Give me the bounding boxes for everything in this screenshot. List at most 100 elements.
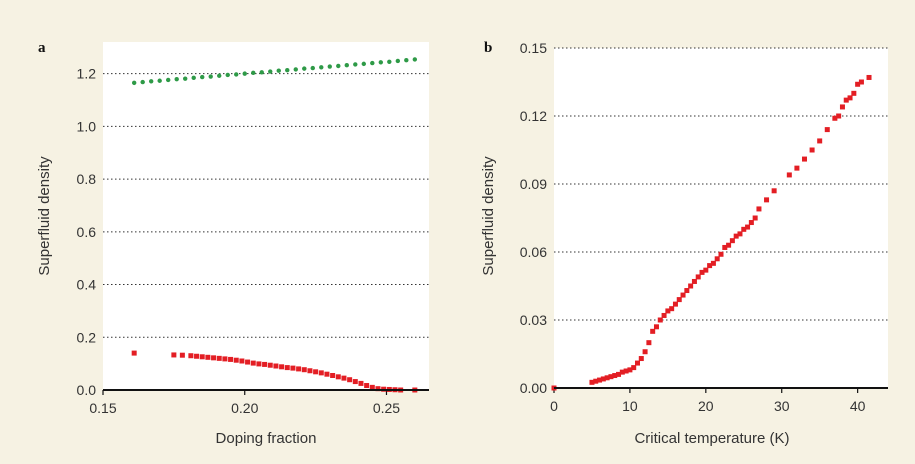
panel-b-series-0-point [638, 356, 644, 362]
panel-a-series-1-point [341, 375, 347, 381]
panel-a-series-0-point [225, 72, 230, 78]
panel-b-series-0-point [688, 283, 694, 289]
panel-a-series-1-point [205, 354, 211, 360]
panel-a-series-0-point [148, 79, 154, 84]
panel-a-series-0-point [285, 68, 290, 73]
panel-a-series-1-point [171, 352, 177, 358]
panel-b-series-0-point [699, 269, 705, 275]
panel-b-series-0-point [843, 97, 849, 103]
panel-b-x-tick-label: 40 [850, 398, 866, 414]
panel-b-ticks: 0.00 0.03 0.06 0.09 0.12 0.15 0 10 20 30 40 [520, 40, 866, 414]
panel-a-series-0-point [395, 58, 401, 64]
panel-a-series-1-point [301, 367, 307, 373]
panel-a-series-1-point [290, 365, 296, 371]
panel-b-series-0-point [650, 328, 656, 334]
panel-a-x-tick-label: 0.15 [89, 400, 116, 416]
panel-a-series-1-point [199, 354, 205, 360]
panel-a-series-1-point [131, 350, 137, 356]
panel-a-series-1-point [222, 356, 228, 362]
panel-b-series-0-point [809, 147, 815, 153]
panel-b-y-tick-label: 0.15 [520, 40, 547, 56]
panel-a-series-0-point [344, 62, 349, 68]
panel-a-series-0-point [217, 73, 222, 78]
panel-b-series-0-point [631, 365, 637, 371]
panel-b-series-0-point [669, 306, 675, 312]
panel-b-x-axis-title: Critical temperature (K) [634, 430, 789, 447]
panel-a-series-1-point [330, 373, 336, 378]
panel-b-series-0-point [726, 242, 732, 248]
panel-a-series-1-point [216, 355, 222, 361]
panel-b-series-0-point [646, 340, 652, 346]
panel-a-series-1-point [369, 384, 375, 390]
panel-b-series-0-point [718, 251, 724, 257]
panel-a-series-0-point [276, 68, 281, 73]
panel-a-series-0-point [140, 79, 145, 85]
panel-b-series-0-point [616, 371, 622, 377]
panel-a-series-0-point [268, 69, 273, 74]
panel-a-series-1-point [335, 374, 341, 380]
panel-a-series-0-point [157, 78, 162, 83]
panel-b-series-0-point [748, 220, 754, 226]
panel-a-series-0-point [387, 59, 392, 64]
panel-a-series-0-point [131, 80, 137, 86]
panel-b-series-0-point [623, 368, 629, 374]
panel-b-series-0-point [741, 226, 747, 232]
panel-a-series-1-point [352, 379, 358, 385]
panel-a-series-0-point [370, 60, 375, 66]
panel-a-series-0-point [208, 74, 213, 79]
panel-b-y-tick-label: 0.06 [520, 244, 547, 260]
panel-a-series-1-point [267, 362, 273, 368]
panel-b-series-0-point [600, 376, 606, 382]
panel-a-series-1-point [296, 366, 302, 372]
panel-a-series-1-point [188, 353, 194, 359]
panel-a-series-0-point [319, 65, 324, 70]
panel-a-series-1-point [179, 352, 185, 358]
panel-b-series-0-point [733, 233, 739, 239]
panel-b-x-tick-label: 30 [774, 398, 790, 414]
panel-b-y-axis-title: Superfluid density [480, 156, 497, 276]
panel-b-series-0-point [745, 224, 751, 230]
panel-b-series-0-point [714, 256, 720, 262]
panel-a-y-tick-label: 0.2 [77, 329, 97, 345]
panel-b-series-0-point [824, 127, 830, 133]
panel-b-series-0-point [794, 165, 800, 171]
panel-a-series-0-point [259, 70, 264, 75]
panel-b-series-0-point [707, 263, 713, 269]
panel-a-y-tick-label: 0.4 [77, 277, 97, 293]
panel-a-series-0-point [166, 77, 171, 83]
panel-a-series-0-point [404, 57, 409, 63]
panel-b-series-0-point [589, 379, 595, 385]
panel-a-series-0-point [361, 61, 366, 67]
panel-a-ticks: 0.0 0.2 0.4 0.6 0.8 1.0 1.2 0.15 0.20 0.25 [77, 66, 401, 416]
panel-b-series-0-point [627, 367, 633, 373]
panel-a-series-1-point [375, 386, 381, 392]
panel-a-series-1-point [239, 358, 245, 364]
panel-a-x-tick-label: 0.25 [373, 400, 400, 416]
panel-b-series-0-point [665, 308, 671, 314]
panel-b-series-0-point [722, 244, 728, 250]
panel-b-series-0-point [604, 375, 610, 381]
panel-a-series-1-point [233, 357, 239, 363]
panel-a-y-tick-label: 1.2 [77, 66, 97, 82]
panel-a-series-1-point [256, 361, 262, 367]
panel-b-series-0-point [839, 104, 845, 110]
panel-b-series-0-point [855, 81, 861, 87]
panel-a-series-1-point [318, 370, 324, 376]
panel-a-y-tick-label: 0.6 [77, 224, 97, 240]
panel-a-series-1-point [228, 356, 234, 362]
panel-b-series-0-point [680, 292, 686, 298]
panel-a-series-0-point [336, 63, 341, 69]
panel-a-series-0-point [200, 74, 205, 80]
panel-a-series-1-point [313, 369, 319, 375]
panel-b-series-0-point [608, 374, 614, 380]
panel-b-y-tick-label: 0.12 [520, 108, 547, 124]
panel-a-series-1-point [284, 365, 290, 371]
panel-b-series-0-point [710, 260, 716, 266]
panel-b-y-tick-label: 0.03 [520, 312, 547, 328]
panel-a-series-0-point [327, 64, 332, 69]
panel-b-series-0-point [593, 378, 599, 384]
panel-b-series-0-point [771, 188, 777, 194]
panel-a-series-1-point [250, 360, 256, 366]
panel-b-series-0-point [676, 297, 682, 303]
panel-b-series-0-point [672, 301, 678, 307]
